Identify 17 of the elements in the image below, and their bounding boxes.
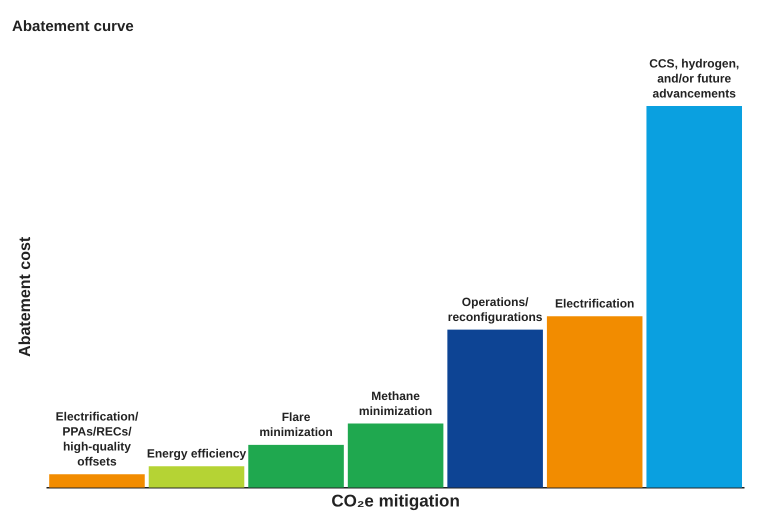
bar	[646, 106, 742, 488]
bar	[447, 330, 543, 488]
chart-title: Abatement curve	[12, 18, 134, 36]
bar	[148, 466, 244, 488]
x-tick-label: Operations/ reconfigurations	[448, 294, 543, 324]
bar	[546, 316, 642, 488]
bar	[348, 423, 444, 488]
bar	[248, 444, 344, 488]
x-tick-label: CCS, hydrogen, and/or future advancements	[649, 56, 740, 100]
x-axis-title: CO₂e mitigation	[331, 491, 460, 510]
x-tick-label: Energy efficiency	[146, 446, 247, 461]
bar	[49, 474, 145, 488]
x-tick-label: Electrification	[555, 296, 634, 311]
y-axis-title: Abatement cost	[17, 236, 34, 357]
x-tick-label: Flare minimization	[259, 410, 333, 440]
x-tick-label: Methane minimization	[358, 388, 432, 418]
x-tick-label: Electrification/ PPAs/RECs/ high-quality offsets	[56, 410, 139, 469]
